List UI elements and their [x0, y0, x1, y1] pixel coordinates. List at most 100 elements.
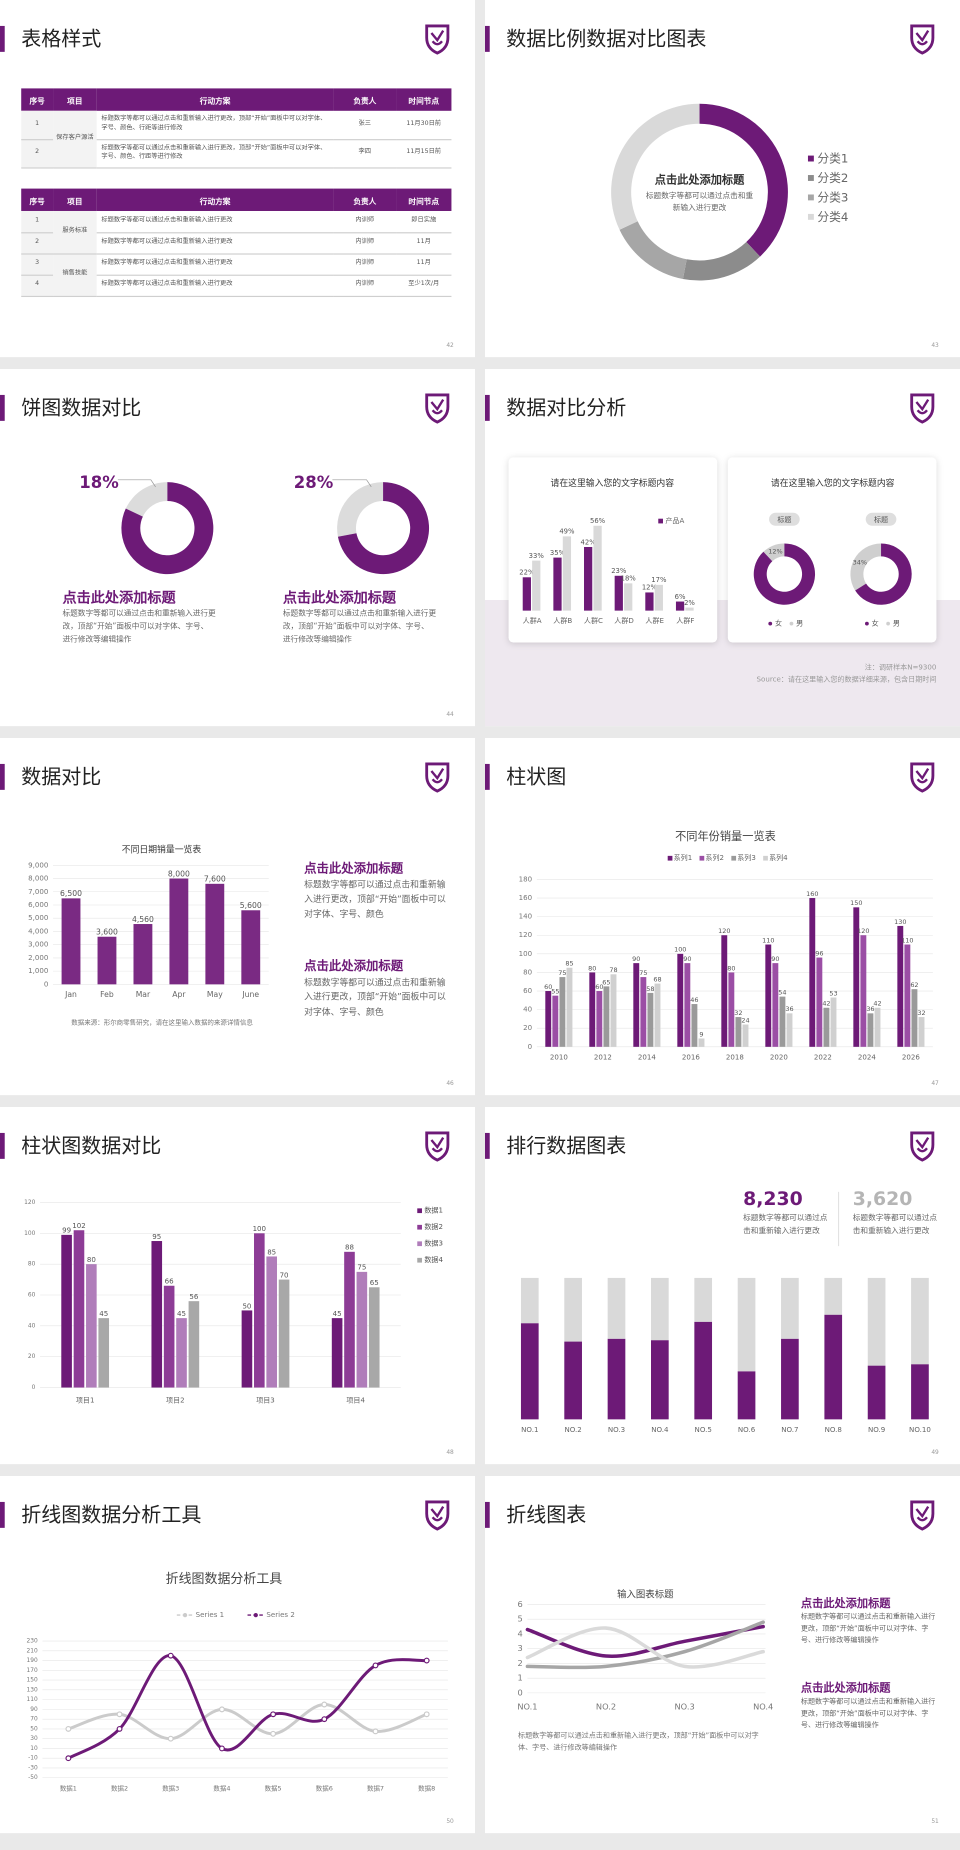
value-label: 68 [653, 975, 661, 983]
chart-title: 折线图数据分析工具 [166, 1572, 283, 1587]
bar-segment [520, 1277, 539, 1324]
point [321, 1701, 328, 1708]
legend-label: 男 [796, 619, 803, 628]
logo-mark [915, 1137, 930, 1153]
value-label: 60 [595, 983, 603, 991]
bar [266, 1256, 277, 1388]
bar [860, 935, 867, 1047]
y-tick-label: 6 [517, 1599, 522, 1609]
value-label: 75 [357, 1263, 366, 1272]
title-accent [0, 394, 5, 421]
bar [532, 560, 541, 611]
x-tick-label: 数据4 [213, 1783, 230, 1792]
block-text: 标题数字等都可以通过点击和重新输入进行更改，顶部“开始”面板中可以对字体、字号、… [800, 1612, 936, 1645]
value-label: 65 [602, 978, 610, 986]
bar [874, 1007, 881, 1047]
y-tick-label: 1 [517, 1673, 522, 1683]
bar-segment [911, 1364, 929, 1420]
bar [721, 935, 728, 1047]
donut-segment [763, 543, 785, 562]
bar [97, 936, 117, 985]
page-number: 51 [931, 1819, 939, 1825]
y-tick-label: 0 [32, 1385, 36, 1391]
slide: 排行数据图表 49 NO.1 NO.2 NO.3 NO.4 NO.5 NO.6 NO.7 NO.8… [485, 1107, 960, 1465]
table-cell: 11月15日前 [396, 139, 452, 168]
footnote: 注：调研样本N=9300 [864, 663, 937, 672]
bar-segment [781, 1277, 799, 1339]
x-tick-label: 项目1 [76, 1395, 95, 1404]
slide-canvas: 数据比例数据对比图表 43 点击此处添加标题 分类1 分类2 分类3 分类4 [485, 24, 939, 349]
y-tick-label: 150 [26, 1678, 37, 1684]
bar [614, 575, 623, 611]
bar [559, 977, 566, 1047]
bar-segment [564, 1341, 582, 1420]
y-tick-label: 60 [523, 986, 532, 995]
header-cell: 时间节点 [396, 88, 452, 111]
bar [188, 1301, 200, 1388]
table-cell: 11月 [396, 253, 452, 276]
value-label: 54 [778, 988, 786, 996]
title-accent [0, 25, 5, 52]
x-tick-label: May [207, 990, 223, 999]
x-tick-label: 2012 [594, 1052, 612, 1061]
logo [910, 1131, 935, 1162]
logo-mark [915, 399, 930, 415]
badge [769, 512, 800, 526]
bar [654, 983, 661, 1047]
value-label: 9 [699, 1030, 703, 1038]
value-label: 18% [79, 473, 119, 492]
y-tick-label: 7,000 [28, 887, 49, 896]
project-cell: 保存客户源活 [53, 110, 97, 168]
bar [241, 1310, 253, 1388]
bar [584, 546, 593, 611]
project-cell: 销售技能 [53, 253, 97, 297]
logo-mark [430, 30, 445, 46]
y-tick-label: 170 [26, 1668, 37, 1674]
logo-mark [430, 768, 445, 784]
stat-text: 标题数字等都可以通过点击和重新输入进行更改 [743, 1213, 828, 1236]
value-label: 70 [280, 1270, 289, 1279]
chart-title: 不同日期销量一览表 [122, 843, 202, 855]
point [116, 1725, 123, 1732]
action-cell: 标题数字等都可以通过点击和重新输入进行更改，顶部“开始”面板中可以对字体、字号、… [96, 139, 334, 168]
header-cell: 时间节点 [396, 188, 452, 211]
value-label: 110 [901, 936, 913, 944]
line [525, 1624, 765, 1659]
legend-swatch [807, 155, 814, 162]
logo [910, 393, 935, 424]
legend-label: 数据2 [424, 1222, 443, 1231]
value-label: 12% [642, 584, 658, 592]
x-tick-label: 人群E [645, 616, 664, 625]
value-label: 45 [177, 1309, 186, 1318]
index-cell: 2 [21, 232, 54, 255]
legend-label: 女 [775, 619, 782, 628]
bar [566, 967, 573, 1047]
bar [647, 992, 654, 1047]
table-cell: 11月30日前 [396, 110, 452, 140]
y-tick-label: 80 [28, 1262, 36, 1268]
point [372, 1662, 379, 1669]
donut-segment [337, 482, 384, 537]
y-tick-label: 4,000 [28, 926, 49, 935]
bar [816, 957, 823, 1047]
value-label: 75 [639, 969, 647, 977]
value-label: 90 [771, 955, 779, 963]
value-label: 120 [718, 927, 730, 935]
legend-dot [865, 621, 869, 626]
logo [425, 762, 450, 793]
point [65, 1725, 72, 1732]
legend-swatch [417, 1241, 422, 1247]
donut-remainder [121, 482, 214, 575]
x-tick-label: NO.1 [517, 1702, 537, 1712]
table-row: 4 标题数字等都可以通过点击和重新输入进行更改 内训师 至少1次/月 [21, 274, 452, 297]
donut-segment [699, 103, 788, 257]
header-cell: 序号 [21, 88, 54, 111]
donut-remainder [753, 543, 816, 605]
x-tick-label: June [241, 990, 259, 999]
slide-title: 饼图数据对比 [21, 396, 141, 420]
slide-title: 折线图数据分析工具 [21, 1503, 201, 1527]
bar [610, 974, 617, 1047]
title-accent [0, 1132, 5, 1159]
bar [698, 1038, 705, 1047]
bar-segment [824, 1277, 843, 1315]
